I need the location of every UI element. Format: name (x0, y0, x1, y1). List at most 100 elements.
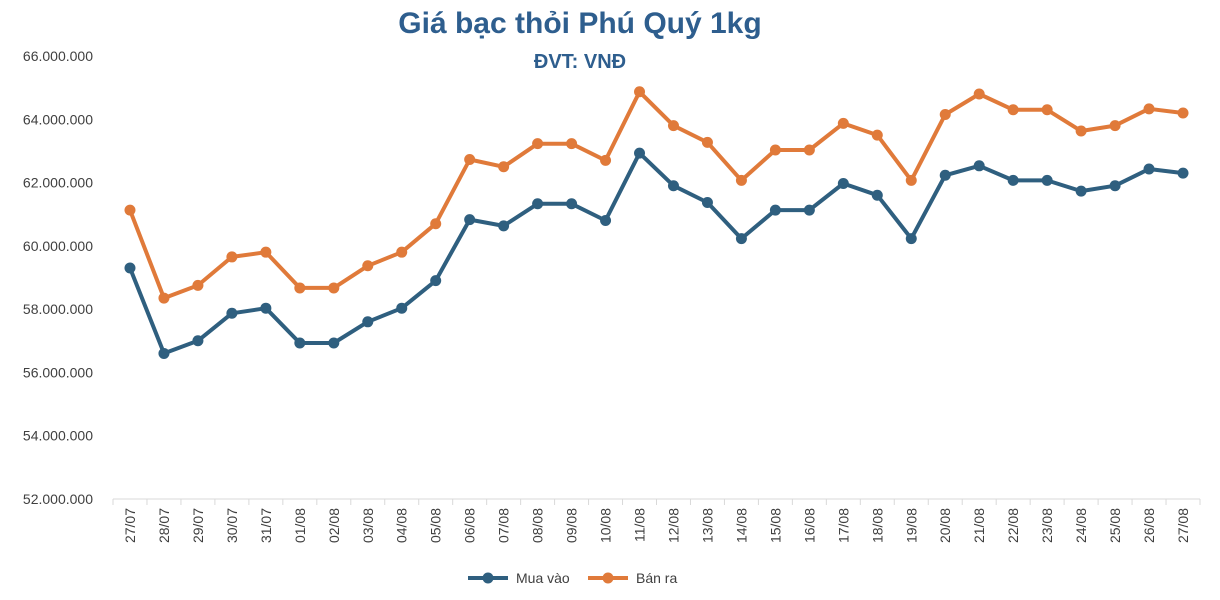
x-tick-label: 17/08 (835, 508, 851, 543)
y-tick-label: 52.000.000 (23, 491, 93, 507)
data-point (294, 337, 306, 349)
data-point (1143, 103, 1155, 115)
data-point (905, 233, 917, 245)
data-point (328, 337, 340, 349)
series-layer (124, 86, 1189, 359)
x-axis: 27/07 28/07 29/07 30/07 31/07 01/08 02/08 03/08… (112, 498, 1201, 543)
legend: Mua vào Bán ra (468, 570, 677, 586)
data-point (973, 88, 985, 100)
data-point (464, 214, 476, 226)
x-tick-label: 25/08 (1107, 508, 1123, 543)
x-tick-label: 06/08 (462, 508, 478, 543)
data-point (430, 275, 442, 287)
x-tick-label: 27/08 (1175, 508, 1191, 543)
data-point (294, 282, 306, 294)
data-point (1075, 185, 1087, 197)
x-tick-label: 21/08 (971, 508, 987, 543)
y-axis: 52.000.000 54.000.000 56.000.000 58.000.000… (23, 48, 93, 507)
data-point (600, 215, 612, 227)
y-tick-label: 54.000.000 (23, 428, 93, 444)
data-point (1007, 104, 1019, 116)
legend-marker (602, 572, 614, 584)
y-tick-label: 64.000.000 (23, 111, 93, 127)
legend-marker (482, 572, 494, 584)
data-point (226, 251, 238, 263)
data-point (837, 117, 849, 129)
x-tick-label: 08/08 (530, 508, 546, 543)
data-point (260, 302, 272, 314)
x-tick-label: 29/07 (190, 508, 206, 543)
data-point (124, 204, 136, 216)
data-point (532, 198, 544, 210)
x-tick-label: 14/08 (733, 508, 749, 543)
x-tick-label: 12/08 (665, 508, 681, 543)
data-point (362, 316, 374, 328)
data-point (498, 161, 510, 173)
data-point (192, 335, 204, 347)
series-line (128, 151, 1185, 356)
x-tick-label: 27/07 (122, 508, 138, 543)
chart-title: Giá bạc thỏi Phú Quý 1kg (398, 7, 761, 40)
x-tick-label: 04/08 (394, 508, 410, 543)
data-point (634, 147, 646, 159)
data-point (226, 307, 238, 319)
data-point (1109, 120, 1121, 132)
y-tick-label: 56.000.000 (23, 364, 93, 380)
data-point (260, 246, 272, 258)
data-point (871, 129, 883, 141)
data-point (837, 178, 849, 190)
x-tick-label: 09/08 (564, 508, 580, 543)
data-point (1143, 163, 1155, 175)
y-tick-label: 60.000.000 (23, 238, 93, 254)
legend-label: Mua vào (516, 570, 570, 586)
x-tick-label: 28/07 (156, 508, 172, 543)
x-tick-label: 05/08 (428, 508, 444, 543)
data-point (803, 144, 815, 156)
x-tick-label: 22/08 (1005, 508, 1021, 543)
y-tick-label: 62.000.000 (23, 175, 93, 191)
data-point (1177, 107, 1189, 119)
x-tick-label: 10/08 (598, 508, 614, 543)
data-point (803, 204, 815, 216)
x-tick-label: 13/08 (699, 508, 715, 543)
data-point (158, 292, 170, 304)
series-line (128, 89, 1185, 301)
data-point (701, 136, 713, 148)
data-point (396, 302, 408, 314)
data-point (769, 204, 781, 216)
y-tick-label: 66.000.000 (23, 48, 93, 64)
x-tick-label: 15/08 (767, 508, 783, 543)
x-tick-label: 30/07 (224, 508, 240, 543)
data-point (498, 220, 510, 232)
data-point (939, 169, 951, 181)
data-point (735, 174, 747, 186)
data-point (532, 138, 544, 150)
x-tick-label: 03/08 (360, 508, 376, 543)
data-point (701, 197, 713, 209)
data-point (158, 347, 170, 359)
data-point (600, 154, 612, 166)
x-tick-label: 31/07 (258, 508, 274, 543)
data-point (769, 144, 781, 156)
chart-subtitle: ĐVT: VNĐ (534, 51, 626, 73)
data-point (362, 260, 374, 272)
data-point (328, 282, 340, 294)
x-tick-label: 01/08 (292, 508, 308, 543)
x-tick-label: 20/08 (937, 508, 953, 543)
data-point (1007, 174, 1019, 186)
x-tick-label: 02/08 (326, 508, 342, 543)
y-tick-label: 58.000.000 (23, 301, 93, 317)
data-point (430, 218, 442, 230)
data-point (939, 109, 951, 121)
x-tick-label: 11/08 (632, 508, 648, 542)
data-point (566, 138, 578, 150)
data-point (566, 198, 578, 210)
data-point (1041, 104, 1053, 116)
data-point (124, 262, 136, 274)
data-point (1041, 174, 1053, 186)
data-point (192, 279, 204, 291)
data-point (1109, 180, 1121, 192)
data-point (667, 120, 679, 132)
x-tick-label: 24/08 (1073, 508, 1089, 543)
x-tick-label: 26/08 (1141, 508, 1157, 543)
